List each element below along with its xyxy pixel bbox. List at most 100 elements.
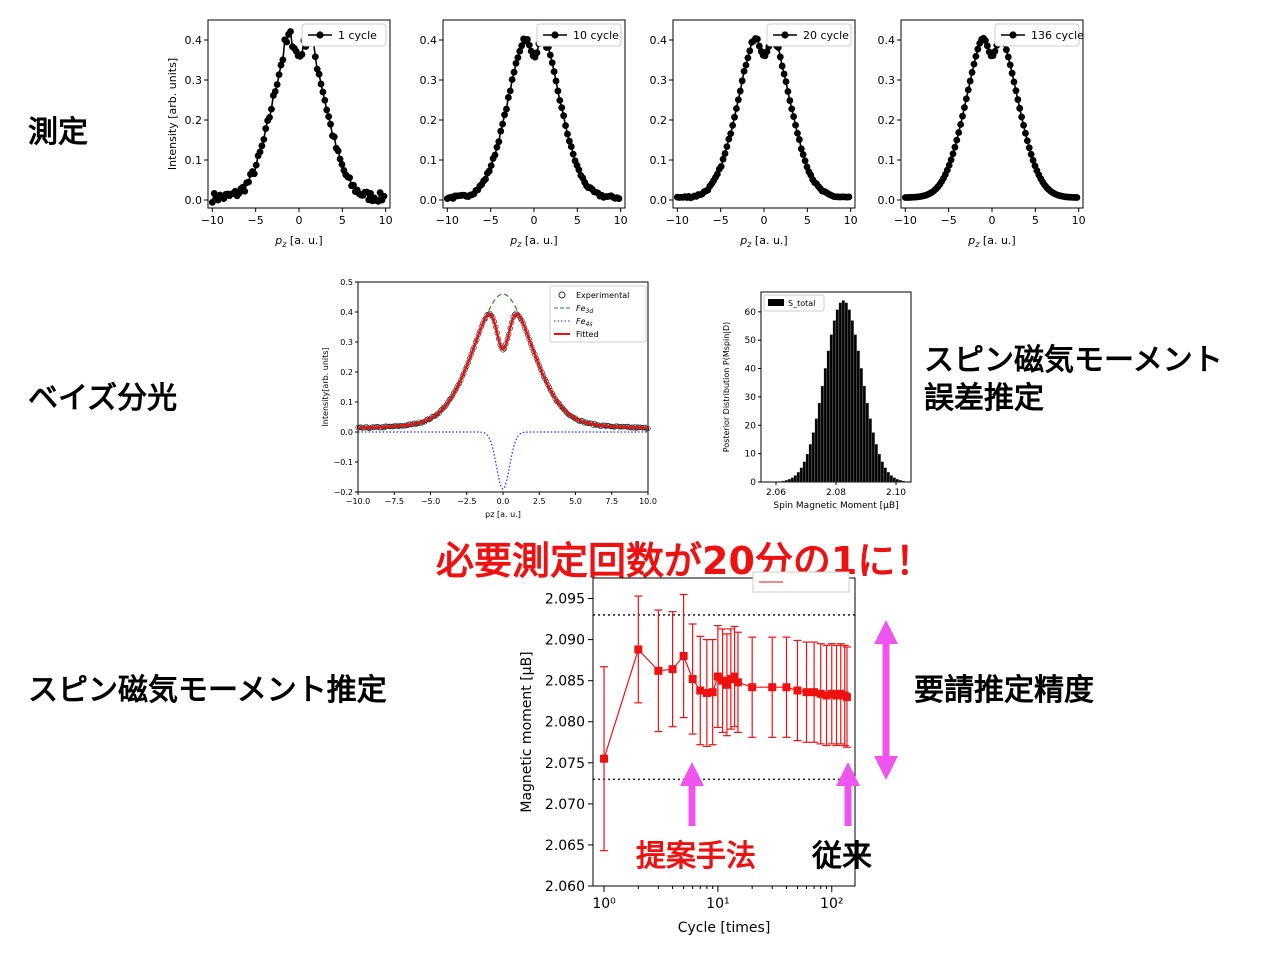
label-measurement: 測定 <box>28 115 88 150</box>
y-tick-label: 0.0 <box>878 194 896 207</box>
legend-label: 10 cycle <box>573 29 619 42</box>
data-point <box>323 106 331 114</box>
data-point <box>336 155 344 163</box>
experimental-point <box>500 347 506 353</box>
label-required-precision: 要請推定精度 <box>914 673 1094 708</box>
y-tick-label: 0.3 <box>340 338 353 347</box>
data-point <box>518 42 526 50</box>
data-point <box>730 672 739 681</box>
data-point <box>768 683 777 692</box>
data-point <box>1023 137 1031 145</box>
histogram-bar <box>829 334 833 483</box>
data-point <box>718 676 727 685</box>
data-point <box>748 683 757 692</box>
y-tick-label: −0.1 <box>334 458 353 467</box>
data-point <box>822 691 831 700</box>
data-point <box>957 121 965 128</box>
x-tick-label: 10 <box>614 214 628 227</box>
data-point <box>1012 87 1020 95</box>
y-tick-label: 0.4 <box>185 34 203 47</box>
data-point <box>784 88 792 95</box>
data-point <box>493 143 501 151</box>
data-point <box>827 689 836 698</box>
data-point <box>482 175 489 183</box>
x-tick-label: 2.10 <box>886 488 906 498</box>
data-point <box>501 111 508 119</box>
legend-label: 20 cycle <box>803 29 849 42</box>
histogram-bar <box>805 453 809 483</box>
data-point <box>556 96 564 104</box>
data-point <box>487 162 495 170</box>
data-point <box>554 87 562 95</box>
double-arrow-icon <box>874 620 898 780</box>
data-point <box>754 35 761 43</box>
data-point <box>514 54 522 62</box>
data-point <box>575 166 583 174</box>
data-point <box>722 680 731 689</box>
y-tick-label: 0 <box>750 478 756 488</box>
y-tick-label: 2.075 <box>545 756 585 772</box>
data-point <box>955 129 963 136</box>
y-tick-label: 0.2 <box>420 114 438 127</box>
chart-20-cycle: −10 −5 0 5 10 0.0 0.1 0.2 0.3 0.4 pz [a. u.] 20 cyc… <box>650 19 858 249</box>
y-tick-label: 0.0 <box>420 194 438 207</box>
legend-marker <box>781 31 789 39</box>
data-point <box>790 113 798 120</box>
data-point <box>778 62 786 70</box>
x-tick-label: −10 <box>436 214 459 227</box>
data-point <box>974 45 982 53</box>
chart-posterior-histogram: 2.06 2.08 2.10 0 10 20 30 40 50 60 Spin Magnetic M… <box>722 291 912 511</box>
data-point <box>679 652 688 661</box>
data-point <box>953 136 961 144</box>
x-tick-label: 10¹ <box>706 896 729 912</box>
data-point <box>279 56 287 64</box>
legend-label-fitted: Fitted <box>576 330 599 339</box>
data-point <box>346 174 354 182</box>
x-tick-label: 5 <box>804 214 811 227</box>
x-tick-label: 0 <box>296 214 303 227</box>
histogram-bar <box>787 479 791 483</box>
data-point <box>654 666 663 675</box>
x-tick-label: 10.0 <box>639 497 657 506</box>
data-point <box>970 60 978 68</box>
x-tick-label: 10 <box>844 214 858 227</box>
y-tick-label: 0.2 <box>185 114 203 127</box>
chart-136-cycle: −10 −5 0 5 10 0.0 0.1 0.2 0.3 0.4 pz [a. u.] 136 cy… <box>878 19 1086 249</box>
y-axis-label: Posterior Distribution P(Mspin|D) <box>722 322 731 452</box>
conventional-arrow-icon <box>836 762 860 826</box>
legend-label: 136 cycle <box>1031 29 1084 42</box>
data-point <box>327 120 334 128</box>
histogram-bar <box>859 368 863 483</box>
data-point <box>723 143 731 151</box>
data-point <box>738 77 746 85</box>
data-point <box>964 86 972 94</box>
x-tick-label: −5 <box>713 214 729 227</box>
x-tick-label: −5 <box>483 214 499 227</box>
data-point <box>287 28 294 35</box>
x-tick-label: 0 <box>989 214 996 227</box>
histogram-bar <box>889 475 893 483</box>
data-point <box>966 77 974 85</box>
y-tick-label: 0.0 <box>650 194 668 207</box>
data-point <box>567 143 575 150</box>
legend-marker <box>316 31 324 39</box>
data-point <box>546 51 554 59</box>
data-point <box>793 686 802 695</box>
legend-marker-experimental <box>558 291 566 299</box>
data-point <box>311 53 319 61</box>
data-point <box>776 53 784 61</box>
data-point <box>1010 78 1018 86</box>
label-spin-moment-error-line2: 誤差推定 <box>924 380 1044 416</box>
label-spin-moment-estimation: スピン磁気モーメント推定 <box>28 673 387 708</box>
data-point <box>755 42 763 50</box>
data-point <box>713 672 722 681</box>
y-tick-label: 0.3 <box>878 74 896 87</box>
data-point <box>260 135 268 143</box>
histogram-bar <box>799 467 803 483</box>
histogram-bar <box>838 302 842 483</box>
legend-label: S_total <box>788 299 815 308</box>
y-tick-label: 10 <box>745 450 757 460</box>
histogram-bar <box>844 302 848 483</box>
data-point <box>794 129 801 137</box>
data-point <box>810 688 819 697</box>
